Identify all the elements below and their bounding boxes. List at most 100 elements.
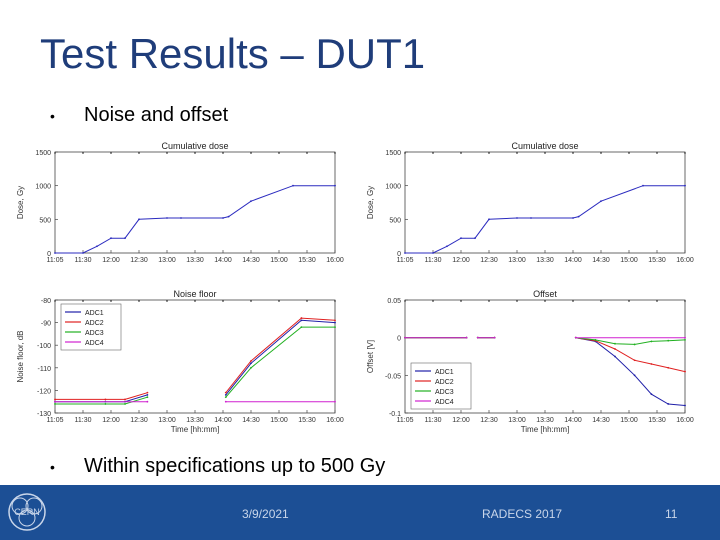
- data-point: [224, 394, 227, 396]
- data-point: [250, 366, 252, 369]
- top-tick-dot: [488, 300, 490, 302]
- top-tick-dot: [684, 152, 686, 154]
- y-axis-label: Offset [V]: [366, 340, 375, 373]
- top-tick-dot: [516, 300, 518, 302]
- top-tick-dot: [628, 152, 630, 154]
- series-line: [55, 396, 148, 405]
- series-line: [55, 185, 335, 254]
- chart-title: Offset: [533, 289, 557, 299]
- x-tick-label: 12:00: [102, 257, 120, 264]
- bullet-text: Within specifications up to 500 Gy: [84, 455, 386, 477]
- y-tick-label: 1500: [385, 150, 401, 157]
- top-tick-dot: [110, 152, 112, 154]
- data-point: [54, 400, 56, 403]
- series-line: [55, 394, 148, 403]
- data-point: [54, 252, 56, 254]
- x-tick-label: 12:00: [102, 417, 120, 424]
- chart-offset: Offset -0.1 -0.05 0 0.05 11:05 11:30 12:00 12:30…: [366, 289, 694, 434]
- data-point: [642, 184, 644, 187]
- top-tick-dot: [404, 300, 406, 302]
- top-tick-dot: [628, 300, 630, 302]
- bullet-dot: •: [50, 107, 55, 124]
- data-point: [446, 245, 448, 248]
- data-point: [300, 319, 303, 322]
- y-axis-label: Noise floor, dB: [16, 330, 25, 382]
- data-point: [334, 400, 336, 403]
- top-tick-dot: [572, 152, 574, 154]
- chart-cumulative-dose-left: Cumulative dose 0 500 1000 1500 11:05 11:30 12:…: [16, 141, 344, 264]
- bullet-text: Noise and offset: [84, 104, 229, 126]
- y-tick-label: 1500: [35, 150, 51, 157]
- x-tick-label: 13:30: [536, 417, 554, 424]
- x-tick-label: 12:30: [130, 417, 148, 424]
- data-point: [404, 252, 406, 254]
- y-tick-label: -120: [37, 388, 51, 395]
- x-tick-label: 13:00: [508, 417, 526, 424]
- y-tick-label: 0.05: [387, 298, 401, 305]
- top-tick-dot: [460, 152, 462, 154]
- y-tick-label: -130: [37, 411, 51, 418]
- series-line: [575, 337, 686, 406]
- y-tick-label: -0.05: [385, 373, 401, 380]
- y-tick-label: -100: [37, 343, 51, 350]
- cern-logo-icon: CERN: [8, 493, 46, 531]
- logo-text: CERN: [14, 507, 40, 517]
- footer-date: 3/9/2021: [242, 507, 289, 521]
- top-tick-dot: [222, 300, 224, 302]
- data-point: [146, 391, 149, 394]
- x-tick-label: 11:30: [425, 257, 442, 264]
- top-tick-dot: [516, 152, 518, 154]
- top-tick-dot: [544, 300, 546, 302]
- data-point: [667, 403, 670, 405]
- x-tick-label: 15:00: [620, 257, 638, 264]
- top-tick-dot: [278, 152, 280, 154]
- chart-noise-floor: Noise floor -130 -120 -110 -100 -90 -80 11:05 11…: [16, 289, 344, 434]
- data-point: [227, 215, 230, 218]
- y-tick-label: 0: [397, 251, 401, 258]
- x-tick-label: 13:00: [508, 257, 526, 264]
- top-tick-dot: [488, 152, 490, 154]
- data-point: [684, 370, 686, 373]
- series-line: [225, 326, 335, 398]
- y-tick-label: -80: [41, 298, 51, 305]
- chart-title: Noise floor: [173, 289, 216, 299]
- top-tick-dot: [334, 152, 336, 154]
- data-point: [224, 391, 227, 394]
- data-point: [54, 403, 56, 405]
- x-tick-label: 15:00: [270, 257, 288, 264]
- top-tick-dot: [222, 152, 224, 154]
- top-tick-dot: [138, 300, 140, 302]
- x-tick-label: 15:30: [298, 417, 316, 424]
- data-point: [404, 336, 406, 339]
- x-tick-label: 12:30: [130, 257, 148, 264]
- footer-page-number: 11: [665, 507, 678, 521]
- x-tick-label: 14:30: [592, 257, 610, 264]
- data-point: [474, 237, 476, 240]
- top-tick-dot: [432, 300, 434, 302]
- x-tick-label: 16:00: [676, 417, 694, 424]
- data-point: [104, 403, 107, 405]
- x-axis-label: Time [hh:mm]: [521, 425, 570, 434]
- top-tick-dot: [250, 152, 252, 154]
- legend-entry: ADC4: [435, 399, 454, 406]
- data-point: [577, 215, 580, 218]
- x-tick-label: 15:30: [298, 257, 316, 264]
- x-tick-label: 14:00: [214, 417, 232, 424]
- data-point: [82, 252, 84, 254]
- y-tick-label: 0: [397, 336, 401, 343]
- top-tick-dot: [138, 152, 140, 154]
- data-point: [334, 319, 336, 322]
- data-point: [96, 245, 98, 248]
- x-tick-label: 15:30: [648, 257, 666, 264]
- y-tick-label: 0: [47, 251, 51, 258]
- bullet-within-spec: • Within specifications up to 500 Gy: [50, 455, 385, 478]
- data-point: [250, 200, 252, 203]
- series-line: [225, 319, 336, 396]
- plot-area: [404, 151, 686, 254]
- y-axis-label: Dose, Gy: [366, 186, 375, 219]
- data-point: [488, 218, 490, 221]
- data-point: [633, 359, 636, 362]
- data-point: [300, 317, 303, 319]
- data-point: [633, 374, 636, 377]
- x-tick-label: 15:00: [620, 417, 638, 424]
